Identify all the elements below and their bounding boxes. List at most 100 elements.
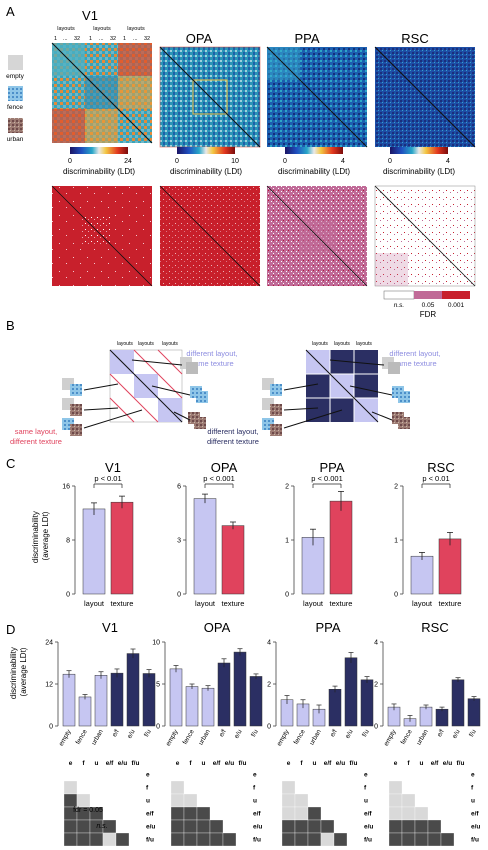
x-tick-label: texture bbox=[330, 599, 353, 608]
sig-cell bbox=[281, 819, 296, 834]
sig-cell bbox=[414, 806, 429, 821]
texture-thumb-urban bbox=[8, 118, 23, 133]
ylabel-line: (average LDt) bbox=[41, 511, 50, 560]
bar-e/f bbox=[217, 662, 231, 727]
label-diff-layout-same-texture: same texture bbox=[393, 359, 436, 368]
bar-texture bbox=[329, 500, 353, 595]
row-label: f/u bbox=[253, 837, 261, 844]
sig-cell bbox=[281, 806, 296, 821]
bar-chart-d-ppa: PPA 0 2 4 empty fence urban e/f e/u f/u bbox=[267, 620, 374, 747]
sig-cell bbox=[294, 793, 309, 808]
sig-cell bbox=[281, 793, 296, 808]
row-label: e/u bbox=[364, 824, 373, 831]
col-label: u bbox=[313, 760, 317, 767]
sig-cell bbox=[294, 806, 309, 821]
colorbar-max: 24 bbox=[124, 158, 132, 165]
row-label: f/u bbox=[364, 837, 372, 844]
ylabel-line: (average LDt) bbox=[19, 647, 28, 696]
row-label: u bbox=[146, 798, 150, 805]
colorbar-label: discriminability (LDt) bbox=[278, 167, 350, 176]
chart-title: OPA bbox=[211, 460, 238, 475]
colorbar-max: 4 bbox=[341, 158, 345, 165]
sig-cell bbox=[170, 780, 185, 795]
sig-cell bbox=[401, 793, 416, 808]
y-tick-label: 0 bbox=[177, 592, 181, 599]
row-label: e/u bbox=[146, 824, 155, 831]
col-label: e/u bbox=[336, 760, 345, 767]
col-label: e bbox=[176, 760, 180, 767]
tick-1: 1 bbox=[89, 36, 92, 42]
bar-empty bbox=[62, 673, 76, 727]
thumb-fence bbox=[398, 391, 410, 403]
arrow bbox=[83, 383, 119, 391]
sig-cell bbox=[196, 819, 211, 834]
x-tick-label: empty bbox=[276, 728, 291, 747]
thumb-fence bbox=[70, 384, 82, 396]
sig-matrix-ppa bbox=[266, 185, 368, 287]
sig-cell bbox=[427, 832, 442, 847]
bar-chart-c-rsc: RSC 0 1 2 layout texture p < 0.01 bbox=[394, 460, 461, 608]
layouts-label: layouts bbox=[57, 26, 75, 32]
bar-chart-d-opa: OPA 0 5 10 empty fence urban e/f e/u f/u bbox=[152, 620, 263, 747]
col-label: f bbox=[407, 760, 410, 767]
layouts-label: layouts bbox=[312, 341, 328, 347]
bar-f/u bbox=[249, 676, 263, 727]
sig-cell bbox=[76, 832, 91, 847]
label-diff-layout-same-texture: same texture bbox=[190, 359, 233, 368]
col-label: f bbox=[189, 760, 192, 767]
col-label: f/u bbox=[457, 760, 465, 767]
sig-cell bbox=[427, 819, 442, 834]
label-same-layout-diff-texture: different texture bbox=[10, 437, 62, 446]
row-label: e/f bbox=[253, 811, 261, 818]
texture-label-urban: urban bbox=[7, 136, 24, 143]
thumb-empty bbox=[186, 362, 198, 374]
sig-cell bbox=[183, 819, 198, 834]
y-tick-label: 12 bbox=[45, 682, 53, 689]
matrix-ppa bbox=[266, 46, 368, 148]
x-tick-label: urban bbox=[308, 728, 323, 746]
bar-urban bbox=[201, 687, 215, 727]
arrow bbox=[83, 407, 119, 411]
sig-cell bbox=[401, 806, 416, 821]
panel-letter-b: B bbox=[6, 318, 15, 333]
col-label: e bbox=[287, 760, 291, 767]
p-value-label: p < 0.001 bbox=[311, 474, 343, 483]
row-label: e/f bbox=[146, 811, 154, 818]
chart-title: PPA bbox=[319, 460, 344, 475]
ylabel-line: discriminability bbox=[31, 511, 40, 563]
layouts-label: layouts bbox=[334, 341, 350, 347]
x-tick-label: e/f bbox=[329, 728, 339, 738]
x-tick-label: layout bbox=[303, 599, 324, 608]
row-label: e/u bbox=[253, 824, 262, 831]
sig-cell bbox=[170, 819, 185, 834]
y-tick-label: 1 bbox=[285, 538, 289, 545]
col-label: f bbox=[300, 760, 303, 767]
x-tick-label: e/f bbox=[436, 728, 446, 738]
sig-cell bbox=[307, 806, 322, 821]
bar-layout bbox=[82, 508, 106, 595]
y-tick-label: 0 bbox=[156, 724, 160, 731]
sig-cell bbox=[294, 832, 309, 847]
col-label: e/f bbox=[213, 760, 221, 767]
y-tick-label: 4 bbox=[267, 640, 271, 647]
arrow bbox=[283, 407, 319, 411]
tick-32: 32 bbox=[110, 36, 116, 42]
label-diff-layout-same-texture: different layout, bbox=[389, 349, 440, 358]
p-value-label: p < 0.01 bbox=[94, 474, 121, 483]
x-tick-label: empty bbox=[383, 728, 398, 747]
sig-cell bbox=[281, 832, 296, 847]
fdr-legend: n.s. 0.05 0.001 FDR bbox=[383, 290, 470, 319]
label-diff-layout-diff-texture: different layout, bbox=[207, 427, 258, 436]
arrow bbox=[329, 359, 385, 366]
row-label: e bbox=[146, 772, 150, 779]
sig-cell bbox=[294, 819, 309, 834]
tick-dots: ... bbox=[63, 36, 68, 42]
sig-cell bbox=[388, 819, 403, 834]
sig-cell bbox=[196, 806, 211, 821]
layouts-label: layouts bbox=[162, 341, 178, 347]
bar-f/u bbox=[142, 673, 156, 727]
bar-chart-d-rsc: RSC 0 2 4 empty fence urban e/f e/u f/u bbox=[374, 620, 481, 747]
